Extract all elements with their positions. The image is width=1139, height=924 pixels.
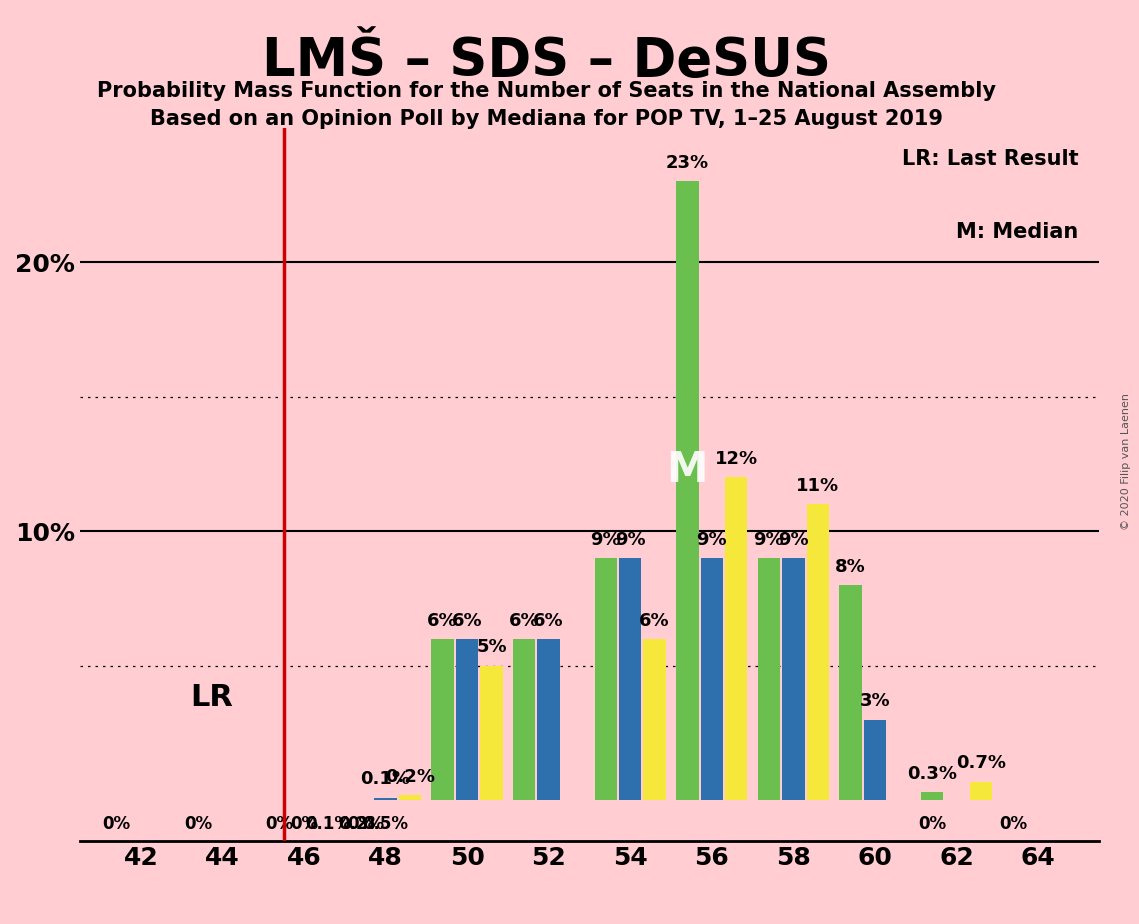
Text: LR: LR xyxy=(190,683,232,712)
Bar xyxy=(432,639,453,800)
Bar xyxy=(481,666,502,800)
Text: 0%: 0% xyxy=(183,815,212,833)
Text: 0%: 0% xyxy=(290,815,318,833)
Text: 0.1%: 0.1% xyxy=(305,815,352,833)
Bar xyxy=(375,797,396,800)
Text: 9%: 9% xyxy=(696,530,727,549)
Text: LMŠ – SDS – DeSUS: LMŠ – SDS – DeSUS xyxy=(262,35,831,87)
Text: 23%: 23% xyxy=(665,154,708,172)
Text: 8%: 8% xyxy=(835,558,866,576)
Bar xyxy=(839,585,861,800)
Text: Based on an Opinion Poll by Mediana for POP TV, 1–25 August 2019: Based on an Opinion Poll by Mediana for … xyxy=(150,109,943,129)
Bar xyxy=(726,478,747,800)
Text: 6%: 6% xyxy=(509,612,540,629)
Bar xyxy=(782,558,804,800)
Text: 0.5%: 0.5% xyxy=(362,815,409,833)
Text: M: M xyxy=(666,449,708,491)
Text: 0.2%: 0.2% xyxy=(338,815,384,833)
Text: 6%: 6% xyxy=(639,612,670,629)
Text: LR: Last Result: LR: Last Result xyxy=(902,149,1079,169)
Text: 0.7%: 0.7% xyxy=(956,754,1006,772)
Text: 0%: 0% xyxy=(265,815,294,833)
Text: 9%: 9% xyxy=(778,530,809,549)
Bar xyxy=(456,639,478,800)
Bar xyxy=(969,782,992,800)
Text: 0%: 0% xyxy=(103,815,131,833)
Text: 0.2%: 0.2% xyxy=(385,768,435,785)
Bar xyxy=(757,558,780,800)
Bar xyxy=(399,795,421,800)
Text: 6%: 6% xyxy=(533,612,564,629)
Text: 11%: 11% xyxy=(796,477,839,495)
Text: 3%: 3% xyxy=(860,692,891,711)
Text: 0%: 0% xyxy=(918,815,947,833)
Text: 9%: 9% xyxy=(590,530,621,549)
Text: 6%: 6% xyxy=(452,612,483,629)
Bar xyxy=(677,181,698,800)
Text: 5%: 5% xyxy=(476,638,507,656)
Bar xyxy=(644,639,666,800)
Text: 9%: 9% xyxy=(754,530,784,549)
Text: 0%: 0% xyxy=(347,815,375,833)
Bar xyxy=(618,558,641,800)
Text: M: Median: M: Median xyxy=(957,222,1079,242)
Text: 12%: 12% xyxy=(714,450,757,468)
Bar xyxy=(863,720,886,800)
Bar xyxy=(595,558,617,800)
Text: Probability Mass Function for the Number of Seats in the National Assembly: Probability Mass Function for the Number… xyxy=(97,81,997,102)
Text: 0.1%: 0.1% xyxy=(361,771,410,788)
Text: © 2020 Filip van Laenen: © 2020 Filip van Laenen xyxy=(1122,394,1131,530)
Bar xyxy=(700,558,723,800)
Text: 0%: 0% xyxy=(999,815,1027,833)
Bar xyxy=(920,793,943,800)
Text: 0.3%: 0.3% xyxy=(907,765,957,783)
Text: 9%: 9% xyxy=(615,530,646,549)
Bar xyxy=(806,505,829,800)
Bar xyxy=(513,639,535,800)
Text: 6%: 6% xyxy=(427,612,458,629)
Bar xyxy=(538,639,560,800)
